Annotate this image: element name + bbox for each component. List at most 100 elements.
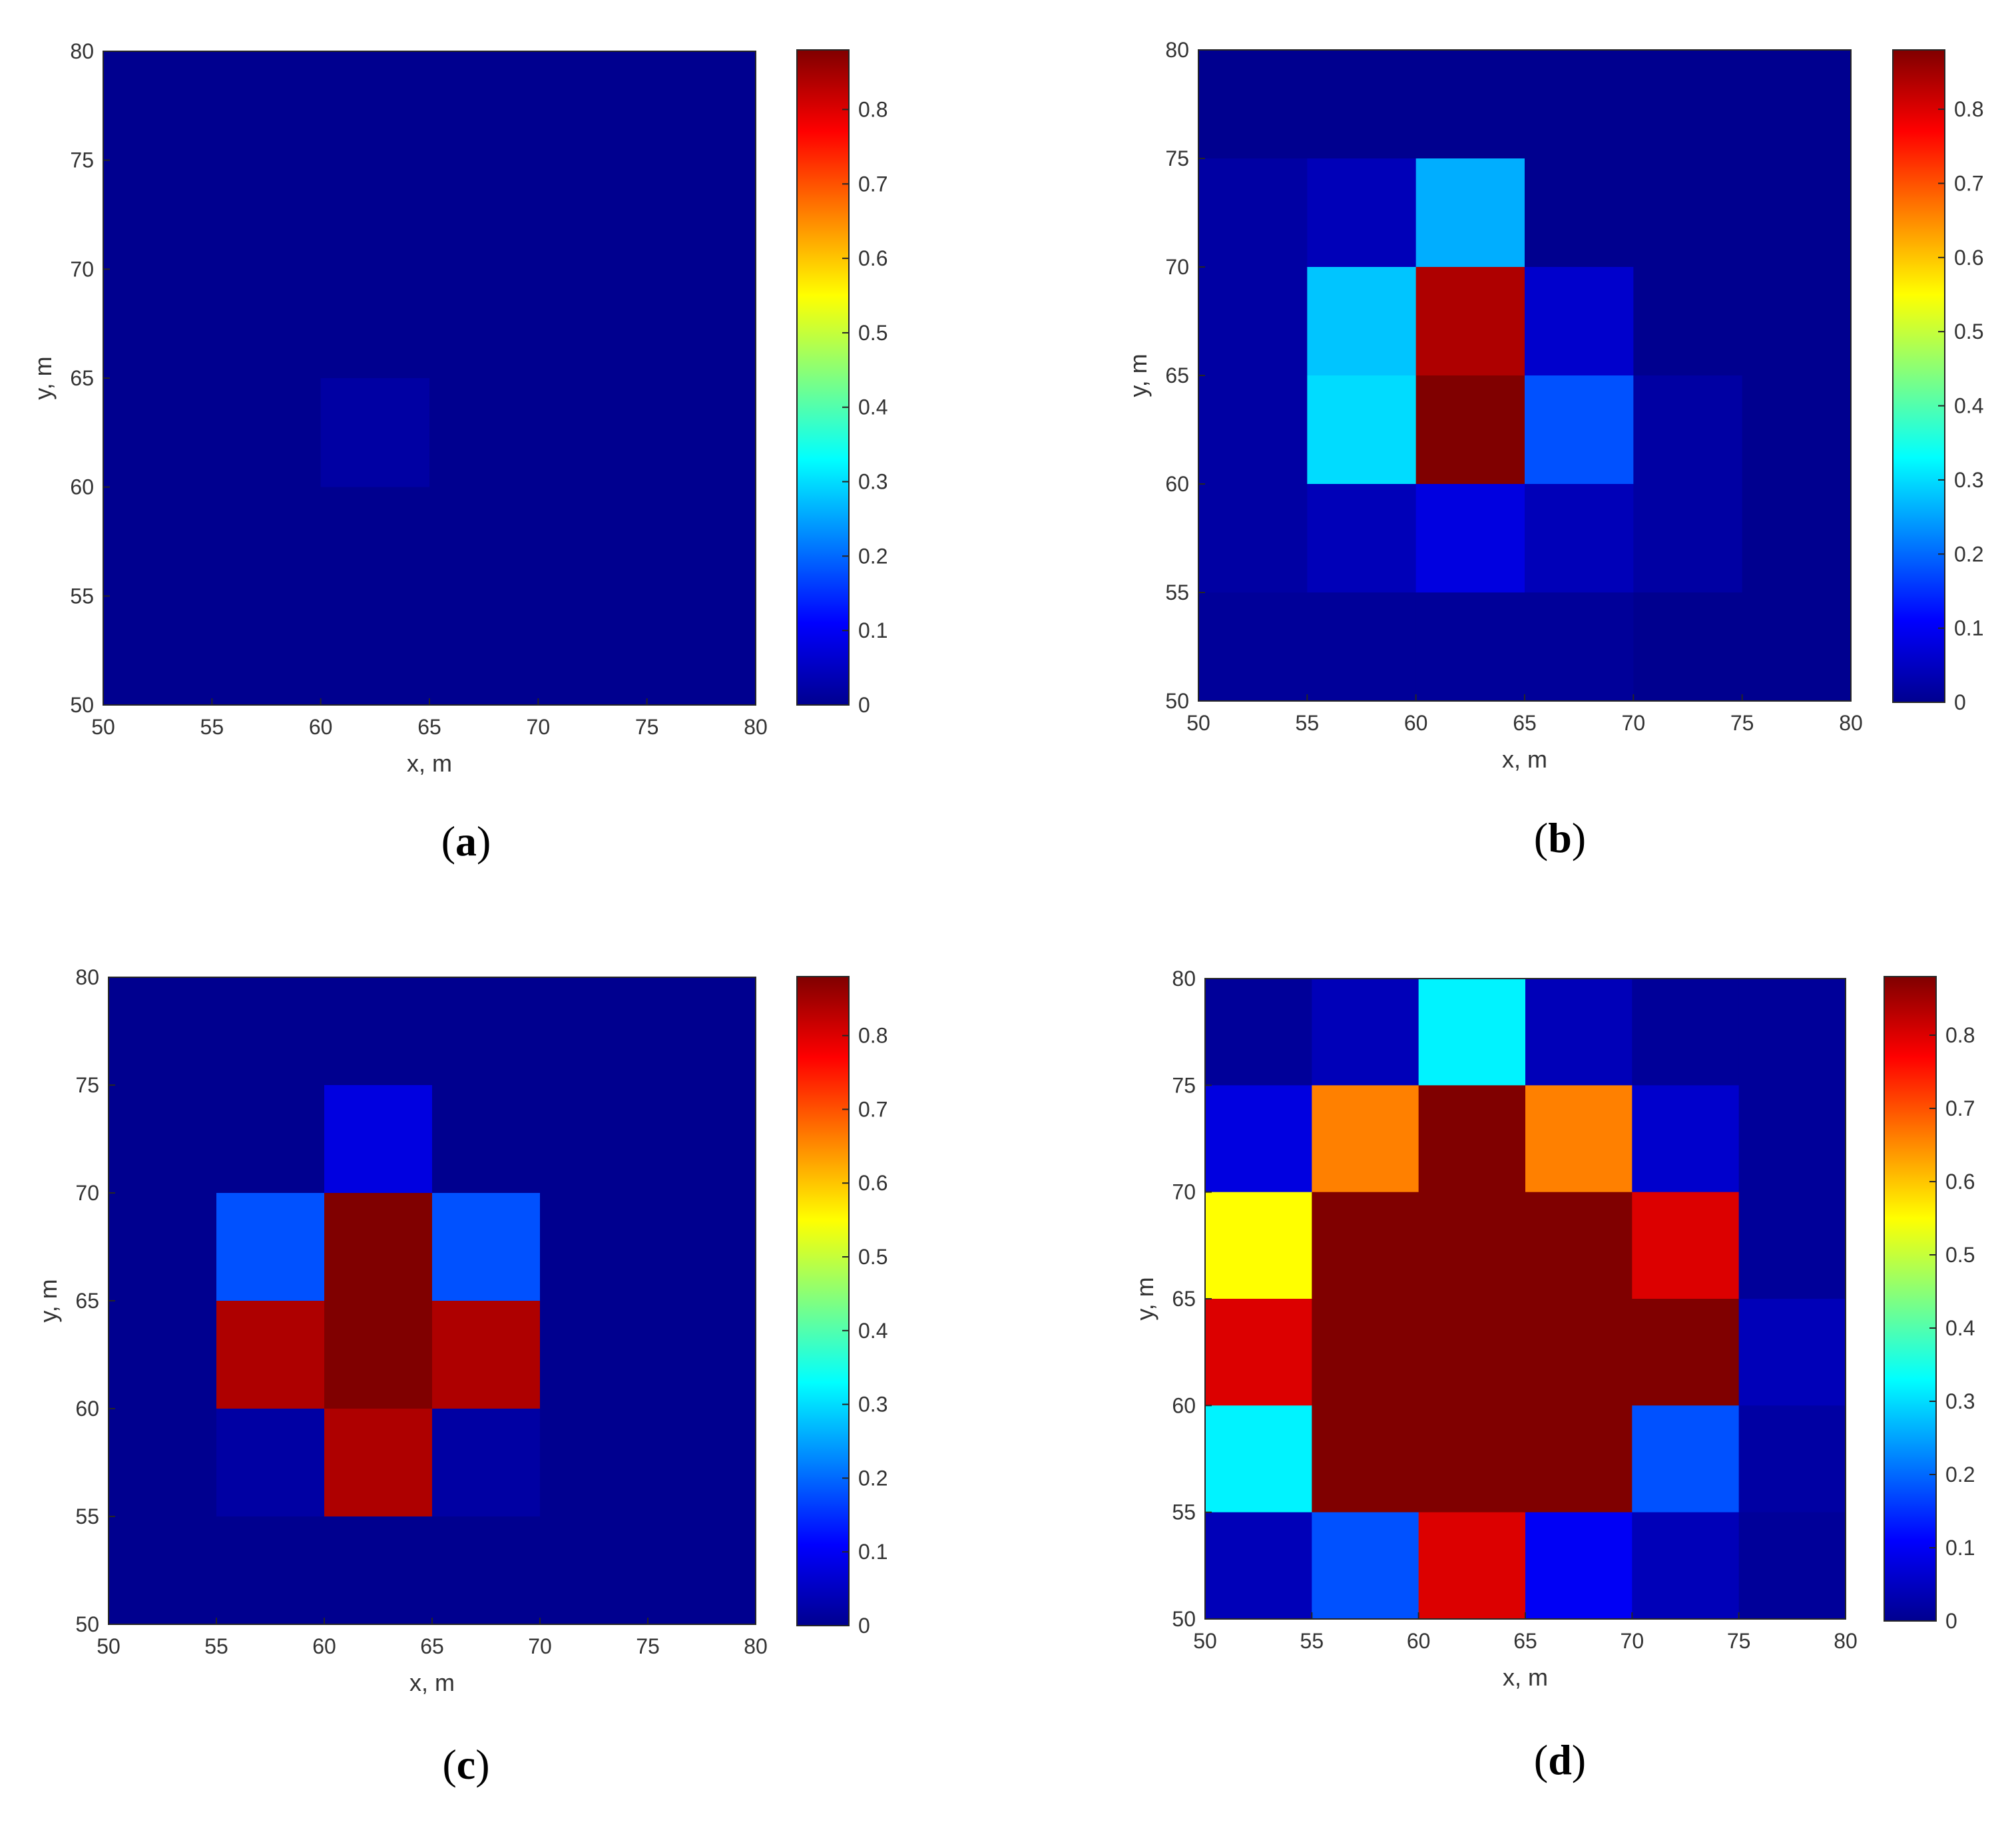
x-tick-label: 65: [417, 715, 441, 739]
heatmap-cell: [1738, 1192, 1846, 1299]
x-tick-label: 80: [744, 715, 768, 739]
y-axis-label: y, m: [29, 356, 57, 399]
heatmap-cell: [1633, 484, 1743, 593]
colorbar-tick-label: 0.8: [858, 97, 887, 121]
colorbar-tick-label: 0.2: [1945, 1463, 1975, 1487]
x-tick-label: 75: [636, 1634, 660, 1658]
heatmap-cell: [648, 1301, 756, 1409]
y-tick-label: 75: [1172, 1073, 1196, 1097]
colorbar-tick-label: 0.7: [858, 1097, 887, 1121]
heatmap-cell: [1738, 1299, 1846, 1406]
heatmap-cell: [109, 1085, 217, 1194]
colorbar-tick-label: 0.8: [1945, 1023, 1975, 1047]
x-tick-label: 60: [1407, 1629, 1431, 1653]
heatmap-cell: [216, 977, 325, 1086]
heatmap-cell: [1418, 1299, 1526, 1406]
heatmap-cell: [1633, 267, 1743, 376]
y-axis-label: y, m: [1131, 1277, 1158, 1320]
colorbar-tick-label: 0.5: [858, 1245, 887, 1269]
x-tick-label: 70: [1622, 711, 1646, 735]
x-axis-label: x, m: [409, 1669, 455, 1696]
heatmap-cell: [1633, 375, 1743, 485]
x-tick-label: 70: [527, 715, 551, 739]
y-tick-label: 80: [1165, 38, 1189, 62]
heatmap-cell: [1198, 267, 1308, 376]
heatmap-cell: [109, 1409, 217, 1517]
colorbar-tick-label: 0.7: [858, 172, 887, 196]
x-tick-label: 55: [1300, 1629, 1324, 1653]
heatmap-cell: [1632, 1085, 1740, 1193]
heatmap-cell: [1525, 1192, 1633, 1299]
colorbar: [796, 976, 850, 1626]
heatmap-cell: [429, 487, 539, 596]
colorbar-tick-label: 0.5: [1945, 1243, 1975, 1267]
heatmap-cell: [1525, 375, 1634, 485]
colorbar-tick-label: 0.2: [858, 544, 887, 568]
heatmap-cell: [1742, 267, 1852, 376]
x-tick-label: 75: [1727, 1629, 1751, 1653]
colorbar-tick-label: 0.6: [858, 246, 887, 270]
heatmap-cell: [1205, 1512, 1312, 1620]
heatmap-cell: [646, 596, 756, 706]
heatmap-cell: [1525, 979, 1633, 1086]
heatmap-cell: [216, 1516, 325, 1625]
colorbar-tick-label: 0.6: [1954, 246, 1983, 270]
colorbar-tick-label: 0: [1954, 690, 1966, 714]
heatmap-cell: [1632, 1405, 1740, 1513]
y-tick-label: 80: [1172, 967, 1196, 991]
heatmap-cell: [646, 160, 756, 270]
heatmap-cell: [540, 1516, 648, 1625]
heatmap-cell: [324, 1409, 433, 1517]
heatmap-cell: [324, 1301, 433, 1409]
heatmap-cell: [429, 378, 539, 488]
colorbar-tick-label: 0.4: [858, 1319, 887, 1343]
heatmap-cell: [1633, 158, 1743, 268]
heatmap-cell: [1205, 1405, 1312, 1513]
y-tick-label: 55: [1172, 1500, 1196, 1524]
colorbar-tick-label: 0.8: [1954, 97, 1983, 121]
x-tick-label: 50: [1186, 711, 1210, 735]
heatmap-cell: [1312, 1405, 1419, 1513]
heatmap-cell: [429, 51, 539, 161]
heatmap-cell: [1525, 50, 1634, 159]
heatmap-cell: [1415, 50, 1525, 159]
colorbar: [796, 49, 850, 706]
heatmap-cell: [432, 1193, 541, 1301]
heatmap-cell: [1198, 50, 1308, 159]
heatmap-cell: [1418, 979, 1526, 1086]
x-axis-label: x, m: [1503, 1664, 1548, 1691]
heatmap-cell: [1418, 1192, 1526, 1299]
x-tick-label: 65: [1513, 1629, 1537, 1653]
y-tick-label: 80: [75, 965, 99, 989]
heatmap-cell: [646, 487, 756, 596]
colorbar-tick-label: 0.1: [1954, 616, 1983, 640]
heatmap-cell: [1525, 1512, 1633, 1620]
panel-caption: (d): [1534, 1736, 1586, 1783]
y-tick-label: 65: [70, 366, 94, 390]
heatmap-cell: [1312, 979, 1419, 1086]
x-tick-label: 80: [1839, 711, 1863, 735]
heatmap-cell: [1307, 375, 1417, 485]
colorbar-tick-label: 0.6: [1945, 1170, 1975, 1194]
heatmap-cell: [646, 269, 756, 379]
heatmap-cell: [540, 1085, 648, 1194]
heatmap-cell: [216, 1409, 325, 1517]
heatmap-cell: [212, 51, 322, 161]
x-tick-label: 65: [1513, 711, 1537, 735]
panel-a: 50 55 60 65 70 75 80 50 55 60 65 70 75 80 x, m y, m 0 0.1…: [29, 39, 887, 865]
y-tick-label: 60: [70, 475, 94, 499]
panel-b: 50 55 60 65 70 75 80 50 55 60 65 70 75 80 x, m y, m 0 0.1…: [1125, 38, 1983, 861]
heatmap-cell: [1525, 1085, 1633, 1193]
heatmap-cell: [324, 1516, 433, 1625]
colorbar-tick-label: 0.3: [858, 1393, 887, 1417]
heatmap-cell: [103, 487, 212, 596]
heatmap-cell: [538, 51, 648, 161]
heatmap-cell: [1525, 1299, 1633, 1406]
heatmap-cell: [1205, 1085, 1312, 1193]
heatmap-cell: [324, 1193, 433, 1301]
y-tick-label: 50: [1172, 1607, 1196, 1631]
x-tick-label: 80: [744, 1634, 768, 1658]
heatmap-cell: [320, 269, 430, 379]
heatmap-cell: [324, 1085, 433, 1194]
